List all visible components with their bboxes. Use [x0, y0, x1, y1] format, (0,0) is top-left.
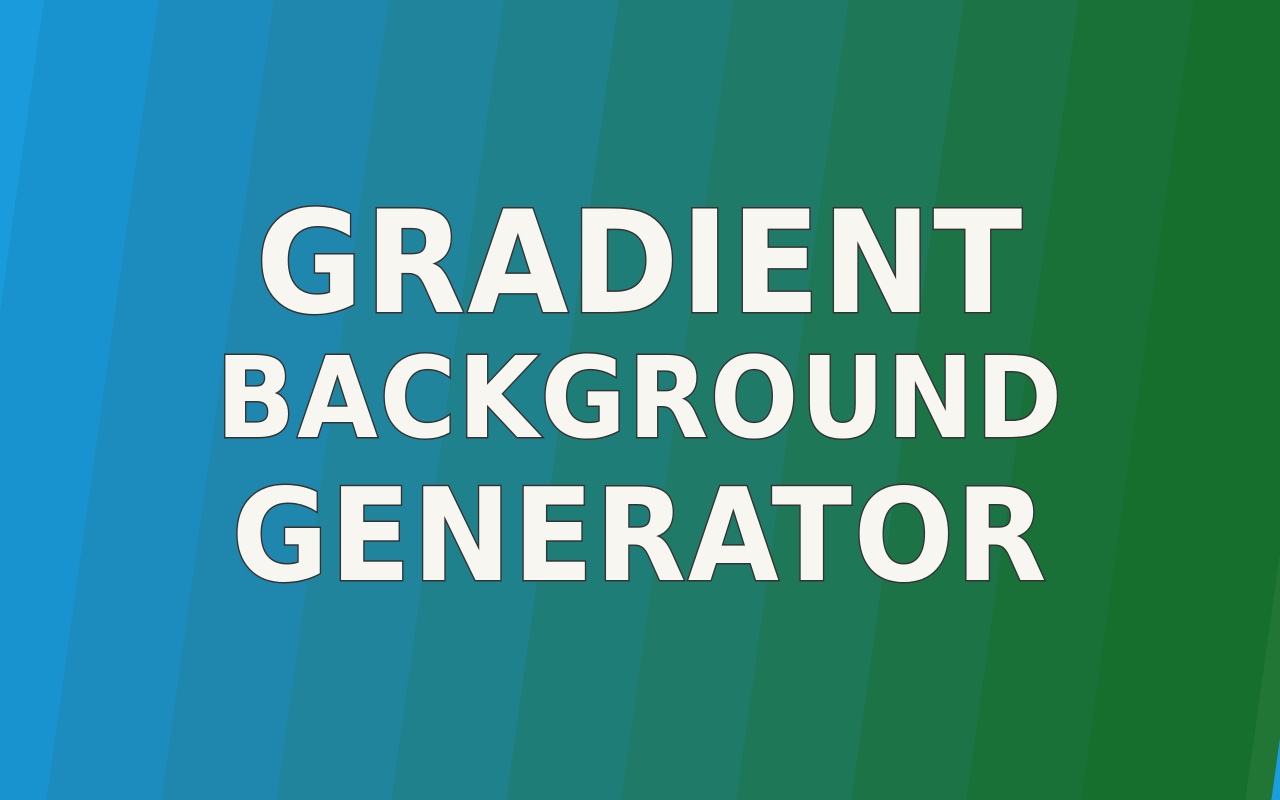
title-line-gradient: GRADIENT — [254, 181, 1025, 346]
title-block: GRADIENT BACKGROUND GENERATOR — [0, 181, 1280, 611]
title-line-generator: GENERATOR — [230, 462, 1049, 611]
title-line-background: BACKGROUND — [214, 334, 1065, 464]
